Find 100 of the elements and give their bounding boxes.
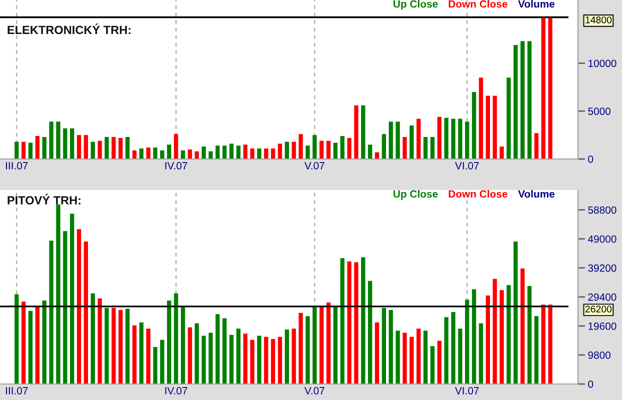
bar [465,122,470,159]
bar [478,323,484,384]
bar [21,142,26,159]
bar [84,242,88,384]
bar [104,136,109,159]
bar [382,134,386,159]
bar [451,312,456,384]
bar [257,336,262,384]
bar [70,214,74,384]
bar [486,295,490,384]
bar [132,325,137,384]
bar [478,78,484,159]
bar [167,300,172,384]
y-tick-label: 29400 [588,293,616,301]
y-tick-label: 10000 [588,60,616,68]
bar [250,340,254,384]
bar [118,310,123,384]
bar [222,318,227,384]
x-tick-label: V.07 [304,162,324,170]
bar [520,268,525,384]
bar [90,293,95,384]
bar [361,257,366,384]
x-tick-label: IV.07 [165,387,188,394]
bar [49,122,54,159]
bar [194,151,199,159]
bar [423,330,428,384]
bar [153,148,158,159]
bar [229,334,234,384]
text: Down Close [448,190,508,198]
bar [208,332,213,384]
bar [98,140,102,159]
bar [21,302,26,384]
bar [402,332,407,384]
bar [354,262,358,384]
bar [250,148,254,159]
bar [174,293,178,384]
bar [312,135,317,159]
bar [396,122,400,159]
bar [410,336,414,384]
bar [63,128,68,159]
bar [188,327,192,384]
bar [465,300,470,384]
bar [340,258,344,384]
bar [292,142,296,159]
bar [84,135,88,159]
legend-title: Volume [518,0,555,8]
bar [14,142,19,159]
legend-title: Volume [518,190,555,198]
x-tick-label: III.07 [6,387,28,394]
bar [319,306,324,384]
text: ELEKTRONICKÝ TRH: [8,24,130,34]
bar [216,314,220,384]
bar [492,278,497,384]
bar [368,144,372,159]
bar [347,261,352,384]
bar [534,316,538,384]
bar [28,310,33,384]
bar [174,134,178,159]
bar [333,142,338,159]
bar [472,92,476,159]
bar [56,122,60,159]
bar [520,41,525,159]
bar [42,300,46,384]
y-tick-label: 9800 [588,351,610,359]
ref-line-label: 14800 [586,16,612,24]
bar [202,336,206,384]
bar [208,151,213,159]
y-tick-label: 0 [588,380,594,388]
bar [160,150,164,159]
bar [188,149,192,159]
bar [270,148,276,159]
bar [430,136,435,159]
y-tick-label: 49000 [588,235,616,243]
x-tick-label: VI.07 [455,387,479,394]
bar [14,294,19,384]
bar [125,136,130,159]
bar [368,280,372,384]
bar [298,312,303,384]
bar [76,229,82,384]
bar [194,323,199,384]
bar [35,136,40,159]
bar [160,340,164,384]
bar [139,148,144,159]
x-tick-label: III.07 [6,162,28,170]
bar [125,308,130,384]
bar [98,298,102,384]
bar [202,146,206,159]
bar [444,317,448,384]
bar [506,285,511,384]
bar [264,148,268,159]
bar [458,118,462,159]
text: Up Close [394,0,438,10]
y-tick-label: 19600 [588,322,616,330]
bar [257,148,262,159]
bar [76,135,82,159]
bar [416,328,421,384]
bar [514,242,518,384]
bar [396,330,400,384]
bar [306,146,310,159]
y-tick-label: 39200 [588,264,616,272]
